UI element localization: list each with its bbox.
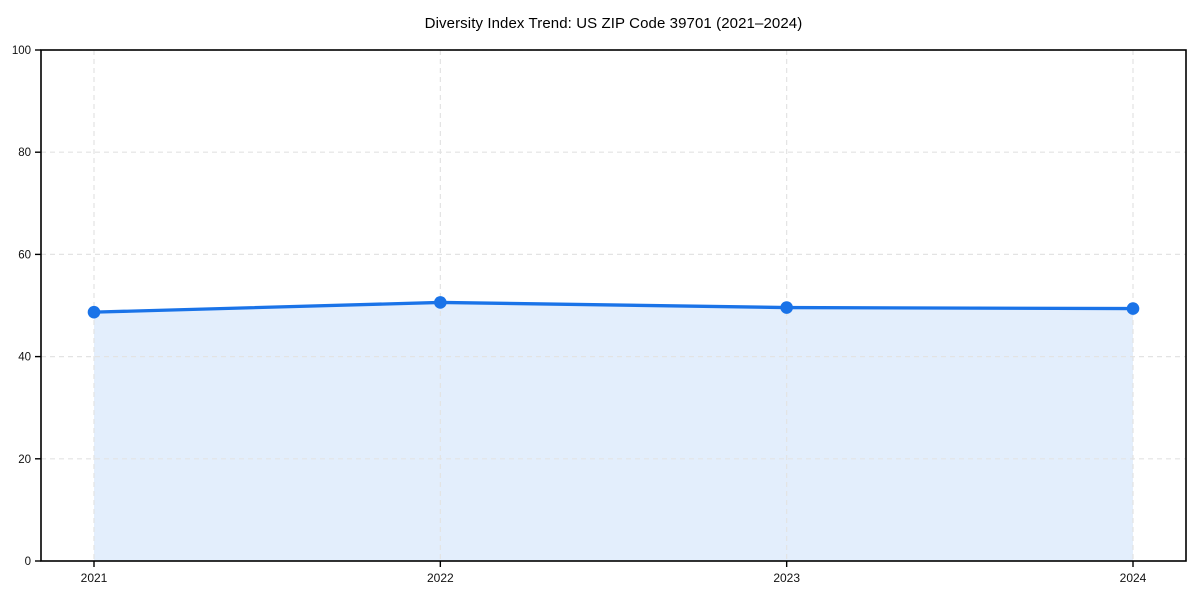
y-axis: 0 20 40 60 80 100 — [12, 45, 41, 568]
y-tick-label: 20 — [18, 454, 31, 466]
x-axis: 2021 2022 2023 2024 — [81, 561, 1147, 585]
data-point-2021 — [87, 305, 101, 319]
x-tick-label: 2024 — [1120, 571, 1147, 585]
y-tick-label: 100 — [12, 45, 31, 57]
x-tick-label: 2022 — [427, 571, 454, 585]
plot-frame — [40, 49, 1187, 562]
data-point-2022 — [434, 296, 447, 309]
trend-line — [92, 300, 1135, 314]
data-point-2024 — [1126, 302, 1140, 315]
area-fill — [94, 302, 1133, 561]
x-tick-label: 2023 — [773, 571, 800, 585]
y-tick-label: 60 — [18, 249, 31, 261]
y-tick-label: 40 — [18, 352, 31, 364]
y-tick-label: 80 — [18, 147, 31, 159]
y-tick-label: 0 — [25, 556, 31, 568]
data-points — [87, 296, 1140, 319]
data-point-2023 — [780, 301, 793, 314]
x-tick-label: 2021 — [81, 571, 108, 585]
chart-title: Diversity Index Trend: US ZIP Code 39701… — [424, 15, 803, 32]
